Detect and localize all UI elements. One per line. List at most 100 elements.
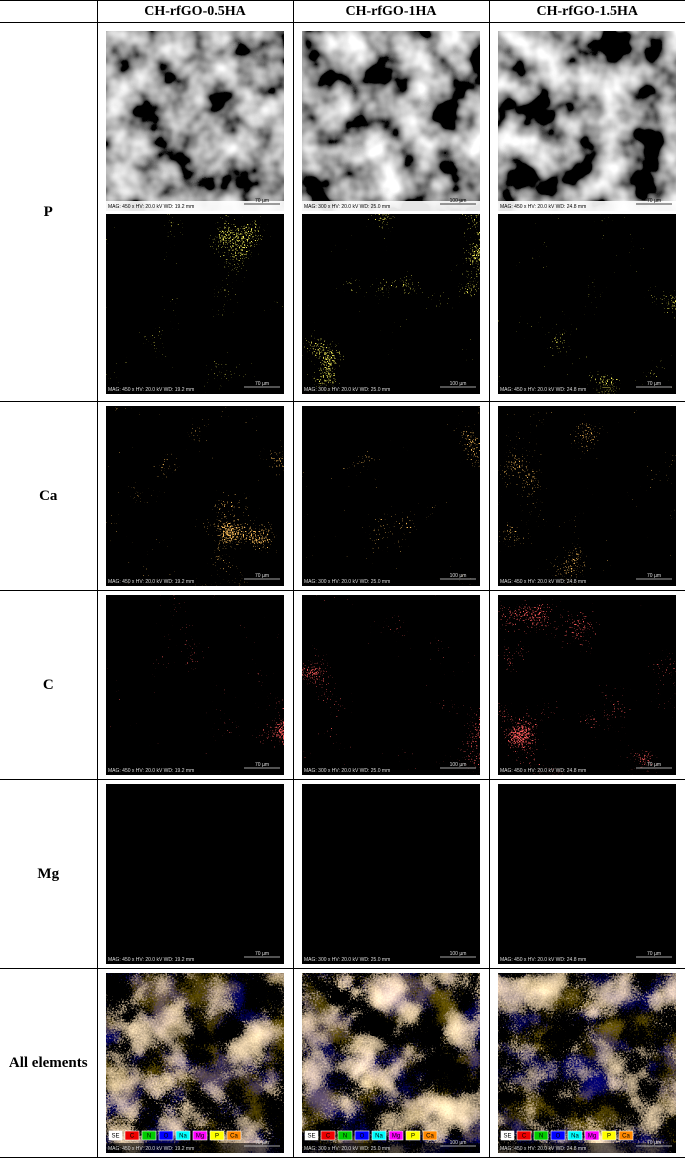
legend-swatch (226, 1130, 242, 1141)
image-info: MAG: 450 x HV: 20.0 kV WD: 24.8 mm (500, 579, 586, 585)
image-cell: MAG: 450 x HV: 20.0 kV WD: 24.8 mm 70 µm S… (488, 968, 685, 1158)
image-cell: MAG: 450 x HV: 20.0 kV WD: 19.2 mm 70 µm S… (96, 968, 294, 1158)
scale-label: 70 µm (255, 573, 269, 579)
image-content (106, 784, 284, 964)
image-cell: MAG: 450 x HV: 20.0 kV WD: 24.8 mm 70 µm (488, 590, 685, 780)
micrograph: MAG: 450 x HV: 20.0 kV WD: 24.8 mm 70 µm (498, 406, 677, 586)
image-info: MAG: 450 x HV: 20.0 kV WD: 19.2 mm (108, 768, 194, 774)
micrograph: MAG: 450 x HV: 20.0 kV WD: 19.2 mm 70 µm S… (106, 973, 284, 1153)
legend-label: O (164, 1134, 169, 1140)
image-cell: MAG: 300 x HV: 20.0 kV WD: 25.0 mm 100 µm (292, 590, 490, 780)
image-content (302, 213, 480, 394)
info-strip (106, 765, 284, 775)
legend-label: P (607, 1134, 611, 1140)
legend-label: Mg (196, 1134, 204, 1140)
scale-label: 100 µm (450, 762, 467, 768)
legend-swatch (500, 1130, 515, 1141)
info-strip (498, 200, 677, 211)
image-content (498, 595, 677, 775)
row-label: P (0, 22, 98, 402)
info-strip (302, 576, 480, 586)
image-cell: MAG: 300 x HV: 20.0 kV WD: 25.0 mm 100 µm… (292, 968, 490, 1158)
image-content (498, 973, 677, 1153)
legend-swatch (618, 1130, 634, 1141)
image-info: MAG: 450 x HV: 20.0 kV WD: 19.2 mm (108, 957, 194, 963)
image-content (106, 213, 284, 394)
micrograph: MAG: 450 x HV: 20.0 kV WD: 19.2 mm 70 µm (106, 595, 284, 775)
info-strip (106, 1143, 284, 1153)
image-info: MAG: 300 x HV: 20.0 kV WD: 25.0 mm (304, 957, 390, 963)
legend-label: N (147, 1134, 151, 1140)
image-cell: MAG: 450 x HV: 20.0 kV WD: 19.2 mm 70 µm (96, 401, 294, 591)
info-strip (106, 383, 284, 394)
micrograph: MAG: 300 x HV: 20.0 kV WD: 25.0 mm 100 µm… (302, 973, 480, 1153)
legend-swatch (192, 1130, 208, 1141)
micrograph: MAG: 450 x HV: 20.0 kV WD: 24.8 mm 70 µm (498, 595, 677, 775)
legend-swatch (304, 1130, 319, 1141)
image-content (302, 30, 480, 211)
legend-swatch (108, 1130, 123, 1141)
column-header: CH-rfGO-1.5HA (488, 0, 685, 23)
info-strip (106, 200, 284, 211)
micrograph: MAG: 450 x HV: 20.0 kV WD: 24.8 mm 70 µm (498, 213, 677, 394)
scale-label: 100 µm (450, 381, 467, 387)
image-info: MAG: 300 x HV: 20.0 kV WD: 25.0 mm (304, 204, 390, 210)
micrograph: MAG: 300 x HV: 20.0 kV WD: 25.0 mm 100 µm (302, 213, 480, 394)
image-cell: MAG: 450 x HV: 20.0 kV WD: 24.8 mm 70 µm (488, 779, 685, 969)
scale-label: 70 µm (255, 762, 269, 768)
image-cell: MAG: 450 x HV: 20.0 kV WD: 24.8 mm 70 µm (488, 401, 685, 591)
image-content (302, 784, 480, 964)
scale-label: 70 µm (255, 1140, 269, 1146)
info-strip (302, 1143, 480, 1153)
legend-swatch (567, 1130, 583, 1141)
legend-label: N (539, 1134, 543, 1140)
image-content (498, 406, 677, 586)
image-info: MAG: 450 x HV: 20.0 kV WD: 24.8 mm (500, 957, 586, 963)
column-header: CH-rfGO-1HA (292, 0, 490, 23)
image-info: MAG: 300 x HV: 20.0 kV WD: 25.0 mm (304, 1146, 390, 1152)
legend-label: Na (179, 1134, 187, 1140)
image-info: MAG: 300 x HV: 20.0 kV WD: 25.0 mm (304, 579, 390, 585)
image-info: MAG: 450 x HV: 20.0 kV WD: 24.8 mm (500, 387, 586, 393)
image-info: MAG: 450 x HV: 20.0 kV WD: 19.2 mm (108, 1146, 194, 1152)
image-content (498, 784, 677, 964)
micrograph: MAG: 450 x HV: 20.0 kV WD: 24.8 mm 70 µm (498, 784, 677, 964)
scale-label: 70 µm (647, 1140, 661, 1146)
legend-label: O (556, 1134, 561, 1140)
legend-label: Mg (392, 1134, 400, 1140)
micrograph: MAG: 450 x HV: 20.0 kV WD: 19.2 mm 70 µm (106, 406, 284, 586)
image-content (498, 213, 677, 394)
info-strip (302, 954, 480, 964)
scale-label: 70 µm (255, 951, 269, 957)
row-label: Mg (0, 779, 98, 969)
image-info: MAG: 450 x HV: 20.0 kV WD: 24.8 mm (500, 1146, 586, 1152)
image-content (106, 30, 284, 211)
legend-swatch (141, 1130, 157, 1141)
scale-label: 100 µm (450, 198, 467, 204)
image-content (106, 973, 284, 1153)
column-header: CH-rfGO-0.5HA (96, 0, 294, 23)
info-strip (498, 576, 677, 586)
table-row: All elements MAG: 450 x HV: 20.0 kV WD: 1… (0, 968, 685, 1158)
info-strip (106, 576, 284, 586)
image-content (302, 595, 480, 775)
legend-label: Na (375, 1134, 383, 1140)
image-info: MAG: 300 x HV: 20.0 kV WD: 25.0 mm (304, 387, 390, 393)
micrograph: MAG: 300 x HV: 20.0 kV WD: 25.0 mm 100 µm (302, 30, 480, 211)
legend-label: SE (504, 1134, 512, 1140)
image-content (106, 406, 284, 586)
legend-label: C (130, 1134, 135, 1140)
info-strip (498, 954, 677, 964)
legend-swatch (388, 1130, 404, 1141)
legend-swatch (337, 1130, 353, 1141)
row-label: Ca (0, 401, 98, 591)
legend-label: SE (111, 1134, 119, 1140)
image-cell: MAG: 450 x HV: 20.0 kV WD: 24.8 mm 70 µm M… (488, 22, 685, 402)
micrograph: MAG: 300 x HV: 20.0 kV WD: 25.0 mm 100 µm (302, 406, 480, 586)
micrograph: MAG: 300 x HV: 20.0 kV WD: 25.0 mm 100 µm (302, 595, 480, 775)
scale-label: 70 µm (647, 951, 661, 957)
legend-label: C (326, 1134, 331, 1140)
scale-label: 70 µm (255, 381, 269, 387)
header-cell (0, 0, 98, 23)
